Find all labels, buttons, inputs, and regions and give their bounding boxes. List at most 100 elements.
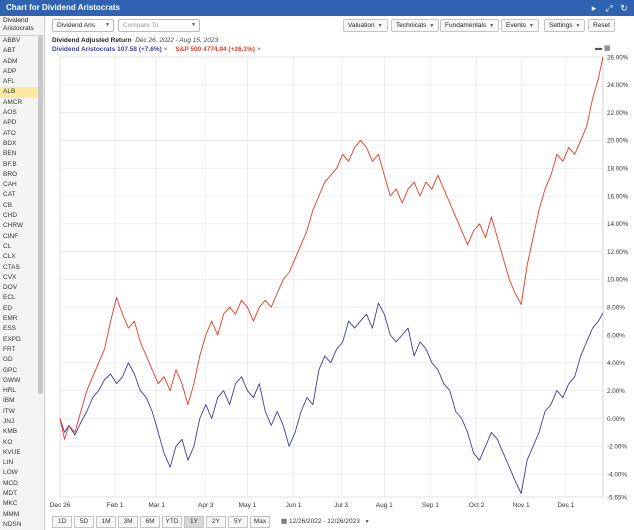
sidebar-item-cb[interactable]: CB — [3, 201, 13, 209]
minimize-icon[interactable]: ▬ — [595, 45, 602, 52]
x-tick-label: Dec 26 — [50, 502, 71, 509]
sidebar-item-ecl[interactable]: ECL — [3, 294, 16, 302]
sidebar-item-afl[interactable]: AFL — [3, 78, 15, 86]
y-tick-label: 22.00% — [607, 110, 629, 117]
sidebar-item-abt[interactable]: ABT — [3, 47, 16, 55]
sidebar-item-cah[interactable]: CAH — [3, 181, 17, 189]
sidebar-item-dov[interactable]: DOV — [3, 284, 18, 292]
symbol-select[interactable]: Dividend Aris ▼ — [52, 19, 114, 32]
remove-series-icon[interactable]: × — [163, 46, 168, 53]
fullscreen-icon[interactable]: ⤢ — [605, 3, 613, 13]
chevron-down-icon: ▼ — [429, 23, 435, 29]
y-tick-label: 10.00% — [607, 277, 629, 284]
sidebar-item-gd[interactable]: GD — [3, 356, 13, 364]
sidebar-item-cinf[interactable]: CINF — [3, 232, 19, 240]
sidebar-item-emr[interactable]: EMR — [3, 315, 18, 323]
y-tick-label: 0.00% — [607, 416, 625, 423]
events-button[interactable]: Events ▼ — [501, 19, 539, 32]
sidebar-item-ibm[interactable]: IBM — [3, 397, 15, 405]
date-range-value: 12/26/2022 - 12/26/2023 — [288, 518, 360, 525]
sidebar-item-amcr[interactable]: AMCR — [3, 98, 23, 106]
expand-arrow-icon[interactable]: ▸ — [591, 3, 597, 13]
sidebar-item-lin[interactable]: LIN — [3, 459, 14, 467]
sidebar-item-itw[interactable]: ITW — [3, 407, 15, 415]
date-range-picker[interactable]: ▦ 12/26/2022 - 12/26/2023 ▼ — [281, 516, 370, 528]
range-button-ytd[interactable]: YTD — [162, 516, 182, 528]
sidebar-item-ndsn[interactable]: NDSN — [3, 520, 22, 528]
sidebar-item-alb[interactable]: ALB — [0, 87, 44, 98]
y-tick-label: 26.00% — [607, 54, 629, 61]
sidebar-item-mkc[interactable]: MKC — [3, 500, 18, 508]
sidebar-item-expd[interactable]: EXPD — [3, 335, 21, 343]
chart-legend: Dividend Aristocrats 107.58 (+7.6%) × S&P… — [52, 46, 261, 53]
sidebar-item-gww[interactable]: GWW — [3, 376, 21, 384]
sidebar-item-ess[interactable]: ESS — [3, 325, 17, 333]
y-tick-label: 14.00% — [607, 221, 629, 228]
sidebar-item-ctas[interactable]: CTAS — [3, 263, 20, 271]
range-button-2y[interactable]: 2Y — [206, 516, 226, 528]
chevron-down-icon: ▼ — [489, 23, 495, 29]
sidebar-item-mdt[interactable]: MDT — [3, 490, 18, 498]
x-tick-label: Oct 2 — [469, 502, 485, 509]
sidebar-item-mcd[interactable]: MCD — [3, 479, 18, 487]
sidebar-item-abbv[interactable]: ABBV — [3, 37, 21, 44]
sidebar-item-chrw[interactable]: CHRW — [3, 222, 24, 230]
range-button-3m[interactable]: 3M — [118, 516, 138, 528]
x-tick-label: Nov 1 — [513, 502, 530, 509]
y-tick-label: 20.00% — [607, 138, 629, 145]
sidebar-item-jnj[interactable]: JNJ — [3, 417, 15, 425]
sidebar-scrollbar[interactable] — [38, 36, 43, 394]
sidebar-item-hrl[interactable]: HRL — [3, 387, 17, 395]
sidebar-item-ko[interactable]: KO — [3, 438, 13, 446]
range-button-5y[interactable]: 5Y — [228, 516, 248, 528]
technicals-button[interactable]: Technicals ▼ — [391, 19, 440, 32]
valuation-button[interactable]: Valuation ▼ — [343, 19, 388, 32]
chevron-down-icon: ▼ — [105, 22, 110, 28]
compare-input[interactable]: Compare To ▼ — [118, 19, 200, 32]
sidebar-item-adm[interactable]: ADM — [3, 57, 18, 65]
sidebar-item-clx[interactable]: CLX — [3, 253, 16, 261]
sidebar-item-bf-b[interactable]: BF.B — [3, 160, 17, 168]
calculator-icon[interactable]: ▦ — [603, 45, 611, 52]
sidebar-item-bro[interactable]: BRO — [3, 170, 18, 178]
return-type-label: Dividend Adjusted Return — [52, 37, 132, 44]
sidebar-item-mmm[interactable]: MMM — [3, 510, 20, 518]
legend-sp500: S&P 500 4774.94 (+26.1%) — [175, 46, 255, 53]
sidebar-item-aos[interactable]: AOS — [3, 109, 17, 117]
x-tick-label: Jun 1 — [286, 502, 302, 509]
sidebar-item-bdx[interactable]: BDX — [3, 139, 17, 147]
sidebar-item-cat[interactable]: CAT — [3, 191, 16, 199]
sidebar-item-kvue[interactable]: KVUE — [3, 448, 21, 456]
range-button-max[interactable]: Max — [250, 516, 270, 528]
fundamentals-button[interactable]: Fundamentals ▼ — [440, 19, 500, 32]
chevron-down-icon: ▼ — [575, 23, 581, 29]
range-button-1d[interactable]: 1D — [52, 516, 72, 528]
sidebar-item-ed[interactable]: ED — [3, 304, 13, 312]
range-button-1m[interactable]: 1M — [96, 516, 116, 528]
range-button-5d[interactable]: 5D — [74, 516, 94, 528]
sidebar-item-low[interactable]: LOW — [3, 469, 18, 477]
sidebar-item-frt[interactable]: FRT — [3, 345, 16, 353]
sidebar-item-ato[interactable]: ATO — [3, 129, 16, 137]
sidebar-item-gpc[interactable]: GPC — [3, 366, 18, 374]
chevron-down-icon: ▼ — [364, 519, 370, 525]
settings-button[interactable]: Settings ▼ — [544, 19, 586, 32]
chevron-down-icon: ▼ — [191, 22, 196, 28]
reset-button[interactable]: Reset — [588, 19, 615, 32]
sidebar-item-chd[interactable]: CHD — [3, 212, 18, 220]
sidebar-item-ben[interactable]: BEN — [3, 150, 17, 158]
sidebar-item-cl[interactable]: CL — [3, 242, 12, 250]
sidebar-item-adp[interactable]: ADP — [3, 67, 17, 75]
y-tick-label: 4.00% — [607, 360, 625, 367]
sidebar-item-cvx[interactable]: CVX — [3, 273, 17, 281]
range-button-6m[interactable]: 6M — [140, 516, 160, 528]
chart-mini-tools: ▬ ▦ — [595, 44, 611, 52]
remove-series-icon[interactable]: × — [256, 46, 261, 53]
range-button-1y[interactable]: 1Y — [184, 516, 204, 528]
sidebar-item-kmb[interactable]: KMB — [3, 428, 18, 436]
refresh-icon[interactable]: ↻ — [620, 3, 628, 13]
sidebar-item-apd[interactable]: APD — [3, 119, 17, 127]
calendar-icon: ▦ — [281, 518, 288, 525]
y-tick-label: 2.00% — [607, 388, 625, 395]
